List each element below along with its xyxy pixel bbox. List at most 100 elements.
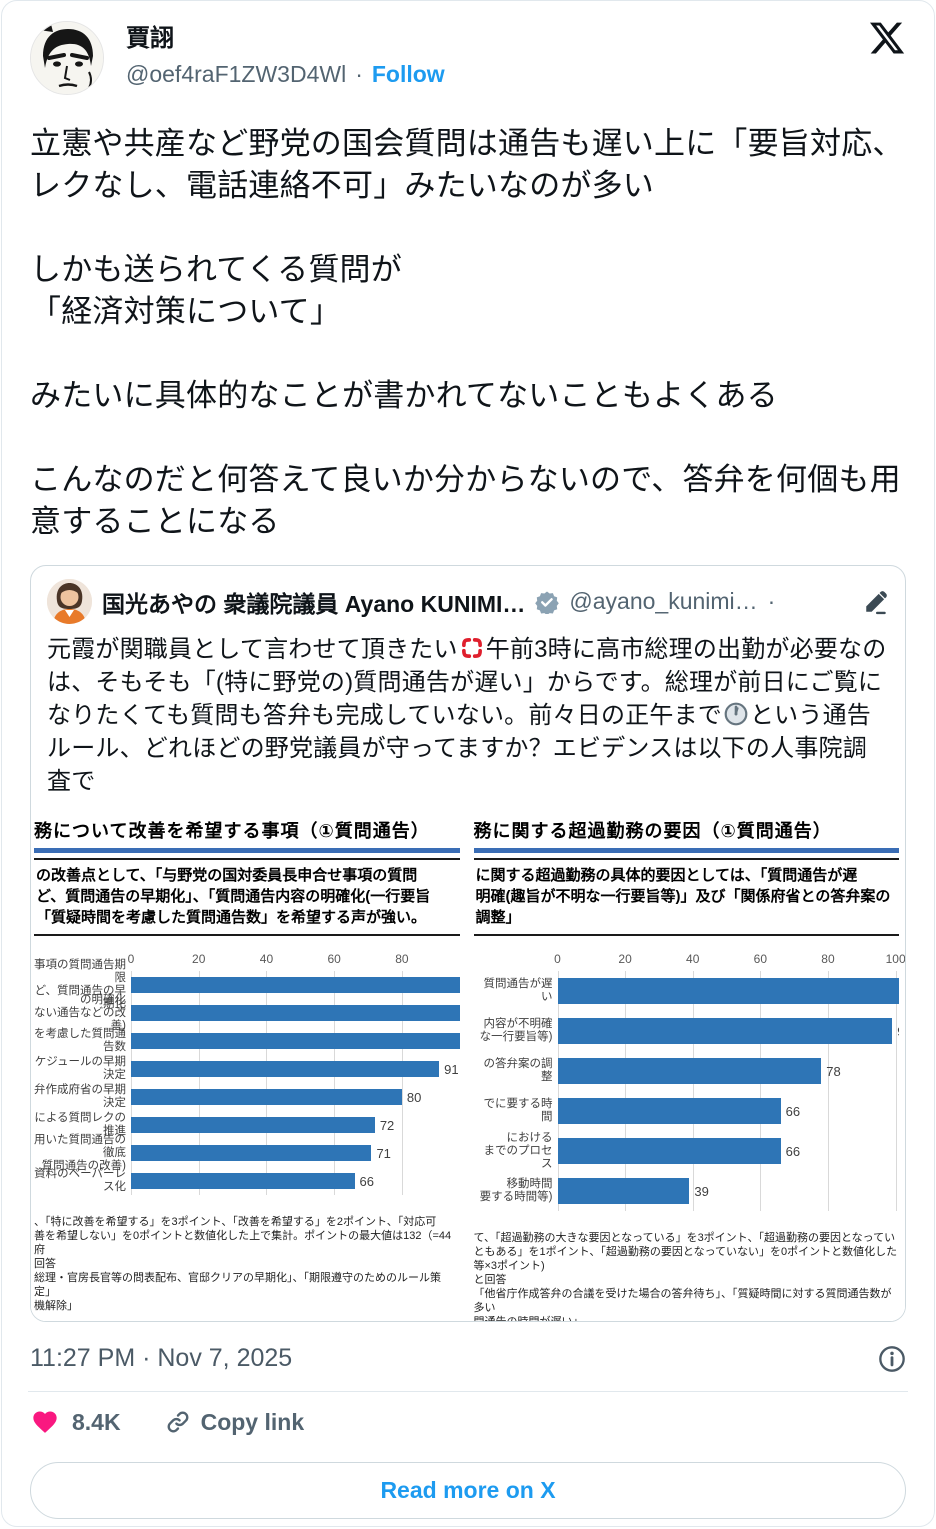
chart-title: 務に関する超過勤務の要因（①質問通告） (473, 821, 832, 841)
bar-row: 質問通告が遅い (474, 971, 899, 1011)
axis-tick-label: 20 (192, 952, 206, 966)
x-axis-ticks: 0 20 40 60 80 100 (554, 952, 905, 967)
axis-tick-label: 60 (327, 952, 341, 966)
category-label: の答弁案の調整 (483, 1058, 553, 1083)
axis-tick-label: 40 (259, 952, 274, 966)
bar-row: 事項の質問通告期限 ど、質問通告の早期化 (34, 959, 460, 1010)
chart-image-left[interactable]: 務について改善を希望する事項（①質問通告） の改善点として、「与野党の国対委員長… (31, 809, 466, 1321)
separator-dot: · (355, 61, 363, 87)
gridlines (131, 971, 460, 1195)
verified-badge-icon (535, 591, 560, 614)
tweet-body: 立憲や共産など野党の国会質問は通告も遅い上に「要旨対応、レクなし、電話連絡不可」… (30, 123, 906, 543)
tweet-paragraph: こんなのだと何答えて良いか分からないので、答弁を何個も用意することになる (30, 462, 901, 539)
bar-row: 資料のペーパーレス化 66 (34, 1167, 460, 1195)
category-label: ケジュールの早期決定 (34, 1056, 126, 1081)
bar-row: でに要する時間 66 (474, 1091, 900, 1131)
bar-row: 移動時間 要する時間等) 39 (474, 1171, 900, 1211)
tweet-paragraph: みたいに具体的なことが書かれてないこともよくある (30, 378, 778, 413)
category-label: 資料のペーパーレス化 (34, 1168, 126, 1193)
gridlines (557, 971, 900, 1211)
quoted-media-row: 務について改善を希望する事項（①質問通告） の改善点として、「与野党の国対委員長… (31, 809, 905, 1321)
timestamp-row: 11:27 PM · Nov 7, 2025 (30, 1344, 906, 1373)
title-underline (34, 848, 460, 853)
bar-value-label: 9 (897, 1024, 899, 1039)
bar (557, 1058, 822, 1084)
quoted-tweet-card[interactable]: 国光あやの 衆議院議員 Ayano KUNIMI… @ayano_kunimi…… (30, 565, 906, 1322)
chart-footnote: 、「特に改善を希望する」を3ポイント、「改善を希望する」を2ポイント、「対応可 … (34, 1216, 452, 1312)
avatar[interactable] (30, 21, 104, 95)
axis-tick-label: 40 (686, 952, 700, 966)
bar (131, 1145, 372, 1161)
category-label: を考慮した質問通告数 (34, 1028, 126, 1053)
bar (131, 977, 460, 993)
chart-footnote: て、「超過勤務の大きな要因となっている」を3ポイント、「超過勤務の要因となってい… (473, 1232, 898, 1321)
chart-title: 務について改善を希望する事項（①質問通告） (34, 821, 430, 841)
chart-image-right[interactable]: 務に関する超過勤務の要因（①質問通告） に関する超過勤務の具体的要因としては、「… (470, 809, 905, 1321)
tweet-header: 賈詡 @oef4raF1ZW3D4Wl · Follow (30, 21, 906, 95)
category-label: 移動時間 要する時間等) (479, 1178, 553, 1203)
quoted-tweet-header: 国光あやの 衆議院議員 Ayano KUNIMI… @ayano_kunimi…… (31, 566, 905, 624)
bar-row: の答弁案の調整 78 (474, 1051, 900, 1091)
like-count: 8.4K (72, 1408, 121, 1435)
anger-emoji-icon (461, 638, 482, 658)
bar-value-label: 66 (359, 1173, 374, 1189)
manga-face-avatar-image (31, 22, 103, 94)
pencil-edit-icon[interactable] (863, 589, 889, 615)
bar-value-label: 66 (785, 1103, 801, 1119)
user-handle[interactable]: @oef4raF1ZW3D4Wl (126, 61, 347, 87)
axis-tick-label: 60 (753, 952, 768, 966)
display-name[interactable]: 賈詡 (126, 25, 174, 52)
quoted-display-name[interactable]: 国光あやの 衆議院議員 Ayano KUNIMI… (102, 590, 526, 617)
bar-row: による質問レクの推進 72 (34, 1111, 460, 1139)
tweet-paragraph: しかも送られてくる質問が 「経済対策について」 (30, 252, 402, 329)
quoted-tweet-text: 元霞が関職員として言わせて頂きたい 午前3時に高市総理の出勤が必要なのは、そもそも… (31, 624, 905, 798)
quoted-text-part: 元霞が関職員として言わせて頂きたい (47, 636, 458, 663)
chart-summary-box: に関する超過勤務の具体的要因としては、「質問通告が遅 明確(趣旨が不明な一行要旨… (473, 858, 899, 936)
bar-value-label: 71 (376, 1145, 391, 1161)
axis-tick-label: 80 (395, 952, 409, 966)
bar-value-label: 78 (826, 1063, 841, 1079)
link-icon (167, 1411, 189, 1433)
read-more-button[interactable]: Read more on X (30, 1462, 906, 1519)
axis-tick-label: 80 (821, 952, 835, 966)
bar (131, 1089, 402, 1105)
quoted-user-handle[interactable]: @ayano_kunimi… (569, 588, 758, 614)
x-logo-icon[interactable] (868, 19, 906, 57)
bar-value-label: 80 (406, 1089, 422, 1105)
bar-row: を考慮した質問通告数 (34, 1027, 460, 1055)
title-underline (473, 848, 899, 853)
axis-tick-label: 0 (554, 952, 561, 966)
category-label: における までのプロセス (483, 1131, 553, 1170)
follow-link[interactable]: Follow (371, 61, 445, 87)
bar-row: ケジュールの早期決定 91 (34, 1055, 460, 1083)
category-label: 事項の質問通告期限 ど、質問通告の早期化 (34, 959, 126, 1010)
axis-tick-label: 0 (127, 952, 135, 966)
heart-icon (33, 1411, 57, 1433)
bar (131, 1033, 460, 1049)
category-label: 用いた質問通告の徹底 質問通告の改善) (34, 1133, 126, 1172)
bar-row: 弁作成府省の早期決定 80 (34, 1083, 460, 1111)
clock-emoji-icon (724, 702, 748, 726)
bar (131, 1173, 355, 1189)
actions-row: 8.4K Copy link (30, 1408, 906, 1436)
category-label: 内容が不明確 な一行要旨等) (479, 1018, 553, 1043)
copy-link-label: Copy link (200, 1408, 305, 1435)
bar (557, 1138, 781, 1164)
timestamp[interactable]: 11:27 PM · Nov 7, 2025 (30, 1344, 293, 1372)
woman-avatar-image (47, 579, 92, 624)
info-icon[interactable] (878, 1345, 906, 1373)
like-button[interactable]: 8.4K (30, 1408, 121, 1436)
bar (131, 1005, 460, 1021)
category-label: の明確化 ない通告などの改善) (34, 993, 126, 1032)
quoted-avatar[interactable] (47, 579, 92, 624)
copy-link-button[interactable]: Copy link (165, 1408, 305, 1436)
bar (131, 1061, 440, 1077)
bar-value-label: 66 (785, 1143, 801, 1159)
bar (557, 1018, 893, 1044)
header-names: 賈詡 @oef4raF1ZW3D4Wl · Follow (126, 21, 445, 88)
bar-value-label: 72 (379, 1117, 395, 1133)
category-label: 弁作成府省の早期決定 (34, 1084, 126, 1109)
category-label: による質問レクの推進 (34, 1112, 126, 1137)
divider (28, 1391, 908, 1392)
